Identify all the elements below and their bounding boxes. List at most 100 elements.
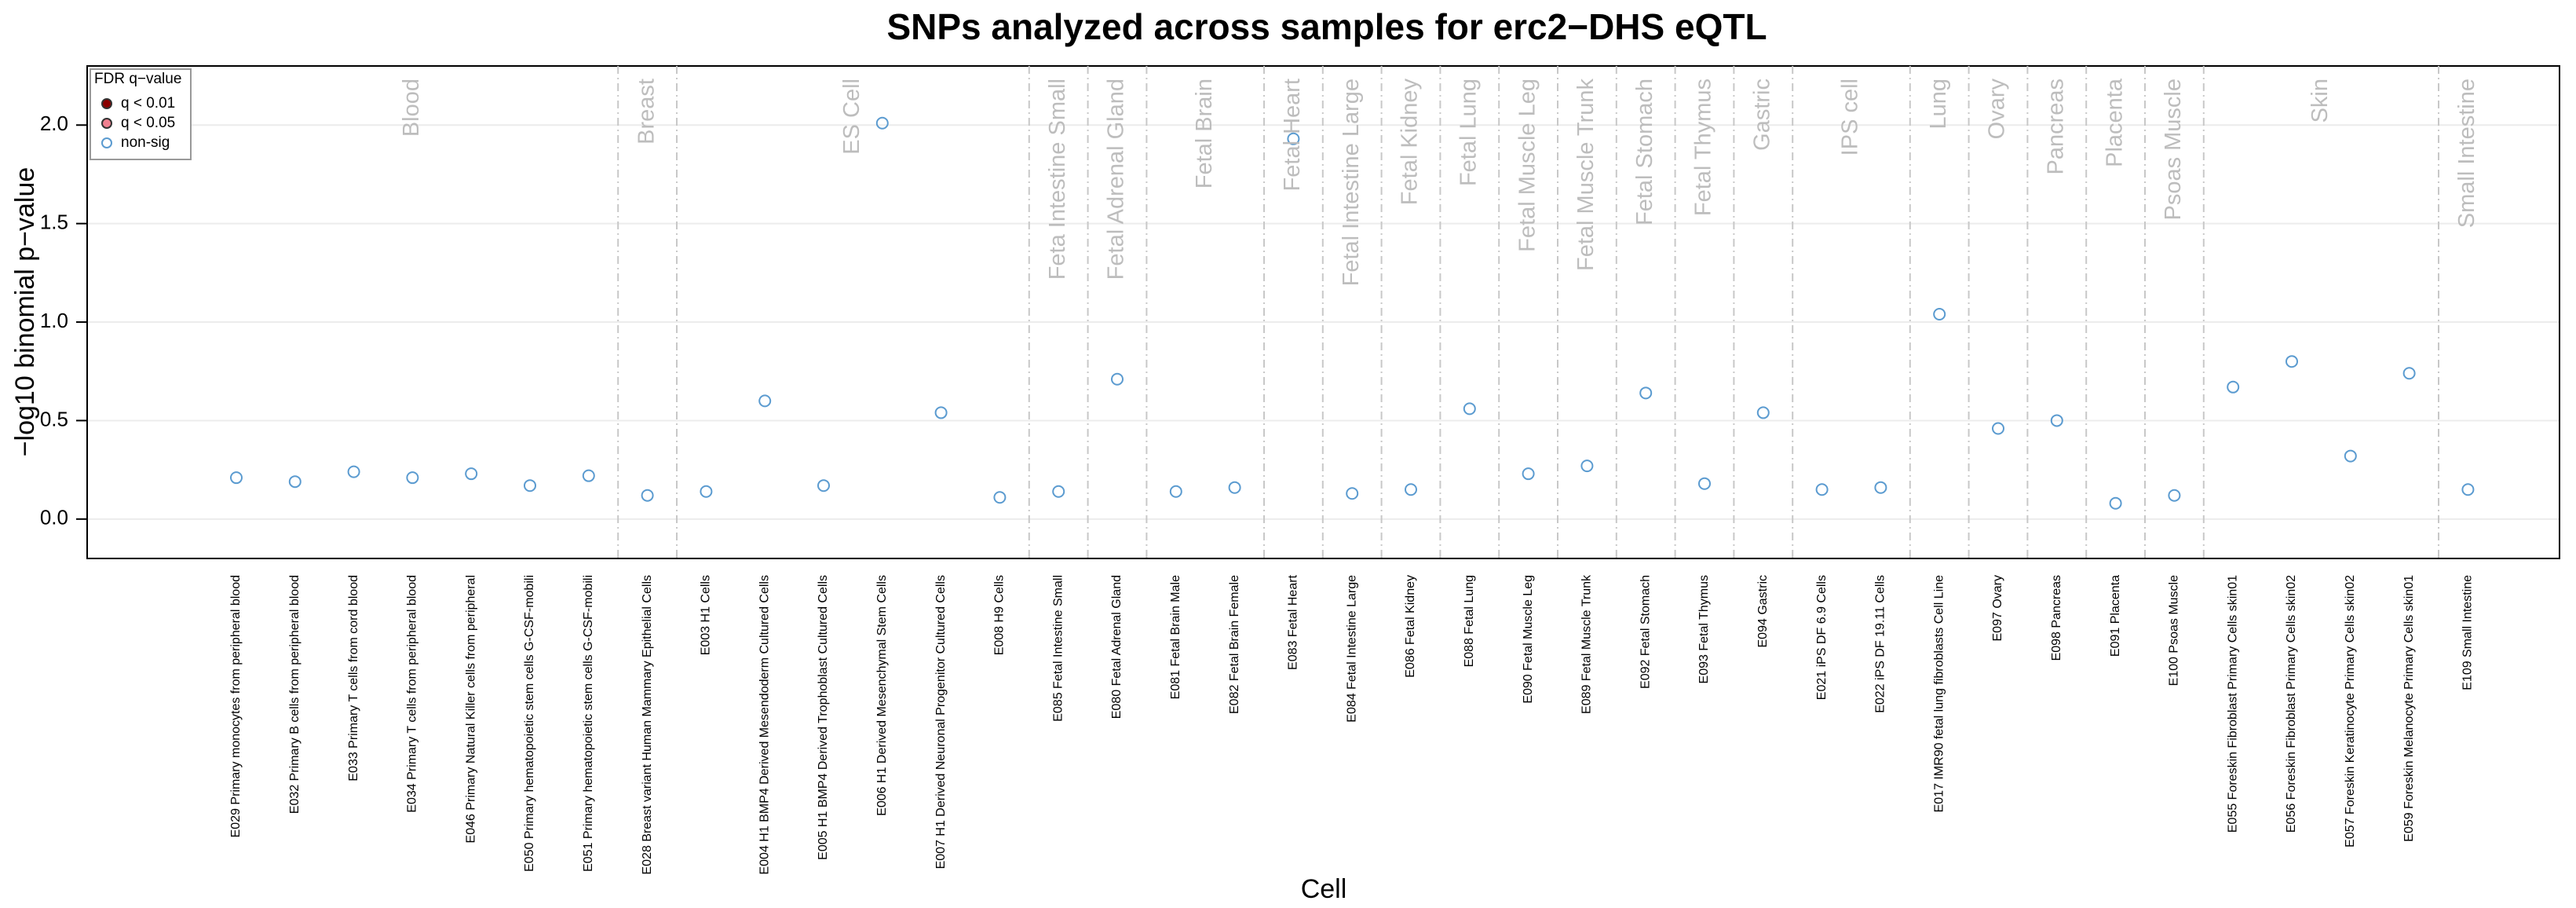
x-tick-label: E100 Psoas Muscle <box>2168 575 2181 686</box>
legend-label: non-sig <box>121 134 170 151</box>
point <box>700 485 713 498</box>
point <box>2109 496 2122 510</box>
y-axis-title: −log10 binomial p−value <box>10 167 40 457</box>
x-tick-label: E051 Primary hematopoietic stem cells G-… <box>582 575 595 872</box>
point <box>817 479 830 492</box>
x-tick-label: E008 H9 Cells <box>993 575 1007 655</box>
x-tick-label: E032 Primary B cells from peripheral blo… <box>288 575 301 814</box>
group-label: Fetal Muscle Leg <box>1515 79 1540 252</box>
point <box>1933 308 1946 321</box>
legend-marker <box>101 98 112 109</box>
group-label: Small Intestine <box>2454 79 2479 228</box>
group-label: Fetal Stomach <box>1632 79 1657 225</box>
point <box>1169 485 1182 498</box>
point <box>1756 406 1770 419</box>
x-tick-label: E055 Foreskin Fibroblast Primary Cells s… <box>2226 575 2239 833</box>
x-tick-label: E098 Pancreas <box>2050 575 2063 661</box>
point <box>875 116 889 130</box>
point <box>1052 485 1065 498</box>
x-tick-label: E006 H1 Derived Mesenchymal Stem Cells <box>875 575 889 816</box>
point <box>1111 372 1124 386</box>
legend-label: q < 0.01 <box>121 95 175 112</box>
group-label: Placenta <box>2102 78 2127 167</box>
point <box>524 479 536 492</box>
x-tick-label: E017 IMR90 fetal lung fibroblasts Cell L… <box>1932 575 1946 812</box>
x-tick-label: E081 Fetal Brain Male <box>1169 575 1182 699</box>
point <box>2344 449 2357 463</box>
point <box>2286 355 2298 368</box>
point <box>758 394 772 408</box>
x-tick-label: E034 Primary T cells from peripheral blo… <box>406 575 419 813</box>
y-tick-label: 0.0 <box>40 506 68 529</box>
x-tick-label: E093 Fetal Thymus <box>1697 575 1711 683</box>
x-tick-label: E005 H1 BMP4 Derived Trophoblast Culture… <box>817 575 830 860</box>
group-label: Gastric <box>1749 79 1774 151</box>
point <box>934 406 948 419</box>
x-tick-label: E022 iPS DF 19.11 Cells <box>1874 575 1887 713</box>
x-tick-label: E097 Ovary <box>1991 575 2004 641</box>
point <box>1463 402 1476 416</box>
point <box>1580 459 1594 473</box>
point <box>2168 489 2181 502</box>
point <box>2402 367 2416 380</box>
point <box>1639 386 1653 400</box>
point <box>2461 483 2475 496</box>
point <box>1815 483 1829 496</box>
point <box>1992 422 2004 435</box>
x-tick-label: E090 Fetal Muscle Leg <box>1522 575 1535 704</box>
x-tick-label: E089 Fetal Muscle Trunk <box>1580 574 1594 714</box>
x-tick-label: E021 iPS DF 6.9 Cells <box>1815 575 1829 700</box>
group-label: Fetal Muscle Trunk <box>1573 79 1599 271</box>
x-tick-label: E083 Fetal Heart <box>1287 574 1300 670</box>
group-label: Blood <box>399 79 424 137</box>
point <box>406 471 419 485</box>
group-label: IPS cell <box>1838 79 1863 156</box>
group-label: ES Cell <box>839 79 864 155</box>
y-tick-label: 1.5 <box>40 211 68 234</box>
point <box>230 471 243 485</box>
group-label: Lung <box>1926 79 1951 130</box>
x-tick-label: E007 H1 Derived Neuronal Progenitor Cult… <box>934 575 948 869</box>
group-label: Fetal Intestine Large <box>1339 79 1364 286</box>
point <box>582 469 595 482</box>
x-tick-label: E003 H1 Cells <box>700 575 713 655</box>
y-tick-label: 2.0 <box>40 112 68 135</box>
group-label: Fetal Lung <box>1456 79 1481 186</box>
point <box>1346 487 1359 500</box>
legend-marker <box>101 118 112 129</box>
x-tick-label: E084 Fetal Intestine Large <box>1345 575 1358 723</box>
group-label: Fetal Kidney <box>1398 79 1423 206</box>
x-tick-label: E080 Fetal Adrenal Gland <box>1110 575 1124 719</box>
point <box>1522 467 1535 481</box>
x-tick-label: E050 Primary hematopoietic stem cells G-… <box>523 575 536 872</box>
point <box>2227 380 2240 394</box>
x-tick-label: E091 Placenta <box>2109 575 2122 657</box>
chart-title: SNPs analyzed across samples for erc2−DH… <box>886 6 1767 47</box>
group-label: Skin <box>2307 79 2333 123</box>
legend-title: FDR q−value <box>94 71 181 87</box>
point <box>347 465 360 478</box>
x-tick-label: E092 Fetal Stomach <box>1639 575 1652 689</box>
x-tick-label: E059 Foreskin Melanocyte Primary Cells s… <box>2402 575 2416 842</box>
legend-label: q < 0.05 <box>121 115 175 131</box>
y-tick-label: 0.5 <box>40 407 68 430</box>
point <box>1874 481 1887 494</box>
point <box>465 467 478 481</box>
x-axis-title: Cell <box>1301 874 1347 904</box>
point <box>1698 477 1711 490</box>
group-label: Fetal Brain <box>1192 79 1217 189</box>
x-tick-label: E046 Primary Natural Killer cells from p… <box>464 575 477 843</box>
point <box>641 489 654 502</box>
group-label: Fetal Thymus <box>1691 79 1716 216</box>
group-label: Feta Intestine Small <box>1045 79 1070 280</box>
x-tick-label: E057 Foreskin Keratinocyte Primary Cells… <box>2344 575 2357 848</box>
point <box>2050 414 2063 427</box>
group-label: Ovary <box>1985 79 2010 140</box>
group-label: Psoas Muscle <box>2161 79 2186 221</box>
group-label: Breast <box>634 79 659 145</box>
x-tick-label: E029 Primary monocytes from peripheral b… <box>229 575 243 837</box>
point <box>1405 483 1417 496</box>
group-label: Pancreas <box>2043 79 2068 175</box>
point <box>1287 132 1300 145</box>
